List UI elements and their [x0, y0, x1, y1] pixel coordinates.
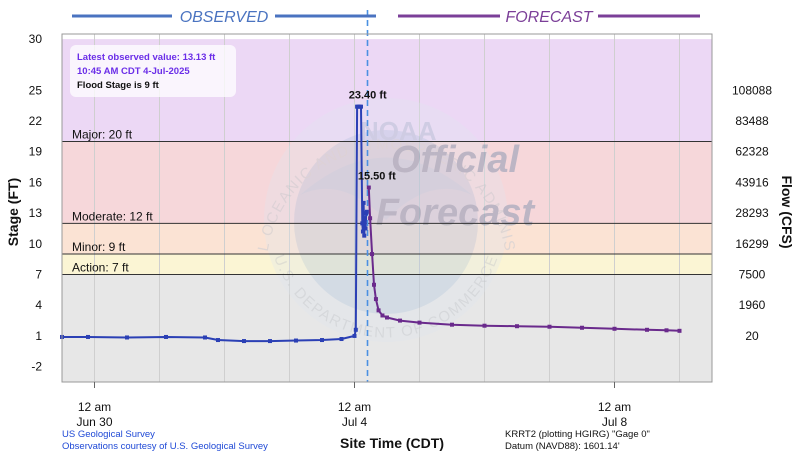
stage-tick-label: 1 [35, 329, 42, 343]
series-point-observed [242, 339, 246, 344]
series-point-observed [125, 335, 129, 340]
y2-axis-label: Flow (CFS) [779, 175, 795, 248]
series-point-observed [364, 209, 369, 214]
series-point-observed [363, 226, 368, 231]
usgs-credit-link[interactable]: Observations courtesy of U.S. Geological… [62, 441, 268, 452]
flow-tick-label: 20 [745, 329, 759, 343]
series-point-observed [294, 338, 298, 343]
peak-annotation-label: 23.40 ft [349, 90, 387, 102]
flow-axis-ticks: 20 1960 7500 16299 28293 43916 62328 83488 10808… [732, 83, 772, 343]
band-moderate [62, 223, 712, 255]
observed-forecast-header: OBSERVED FORECAST [72, 9, 700, 26]
series-point-forecast [368, 216, 373, 221]
stage-tick-label: 10 [29, 237, 43, 251]
datum-note: Datum (NAVD88): 1601.14' [505, 441, 620, 452]
time-tick-label-date: Jul 4 [342, 415, 368, 429]
y-axis-label: Stage (FT) [5, 178, 21, 246]
series-point-observed [352, 333, 357, 338]
info-box-background [70, 45, 236, 97]
series-point-forecast [376, 308, 381, 313]
series-point-forecast [482, 323, 487, 328]
flow-tick-label: 83488 [735, 114, 769, 128]
flow-tick-label: 43916 [735, 175, 769, 189]
series-point-forecast [677, 328, 682, 333]
flow-tick-label: 16299 [735, 237, 769, 251]
flow-tick-label: 28293 [735, 206, 769, 220]
peak-annotation-label: 15.50 ft [358, 171, 396, 183]
series-point-forecast [450, 322, 454, 327]
series-point-observed [362, 233, 367, 238]
series-point-forecast [580, 325, 584, 330]
x-axis-label: Site Time (CDT) [340, 435, 444, 451]
series-point-observed [164, 334, 168, 339]
flow-tick-label: 1960 [739, 298, 766, 312]
latest-value-box: Latest observed value: 13.13 ft 10:45 AM… [70, 45, 236, 97]
series-point-forecast [645, 327, 649, 332]
series-point-observed [353, 327, 358, 332]
threshold-label: Moderate: 12 ft [72, 209, 153, 223]
stage-axis-ticks: -2 1 4 7 10 13 16 19 22 25 30 [29, 32, 43, 374]
gauge-id-note: KRRT2 (plotting HGIRG) "Gage 0" [505, 429, 650, 440]
series-point-forecast [515, 324, 519, 329]
stage-tick-label: 13 [29, 206, 43, 220]
stage-tick-label: 30 [29, 32, 43, 46]
stage-tick-label: 16 [29, 175, 43, 189]
latest-observed-time: 10:45 AM CDT 4-Jul-2025 [77, 66, 190, 77]
series-point-forecast [380, 313, 385, 318]
data-series [60, 104, 682, 344]
series-point-forecast [385, 315, 389, 320]
series-point-forecast [612, 326, 617, 331]
flood-stage-note: Flood Stage is 9 ft [77, 80, 160, 91]
flow-tick-label: 62328 [735, 145, 769, 159]
flood-thresholds: Major: 20 ft Moderate: 12 ft Minor: 9 ft Ac… [62, 127, 712, 276]
peak-annotations: 23.40 ft 15.50 ft [349, 90, 396, 183]
stage-tick-label: 25 [29, 83, 43, 97]
time-tick-label-date: Jul 8 [602, 415, 628, 429]
series-point-observed [361, 200, 366, 205]
series-point-observed [320, 338, 324, 343]
series-point-forecast [417, 320, 422, 325]
series-point-observed [86, 334, 90, 339]
threshold-label: Major: 20 ft [72, 127, 133, 141]
series-point-observed [360, 221, 365, 226]
watermark-forecast: Forecast [376, 192, 536, 234]
series-point-forecast [373, 297, 378, 302]
latest-observed-value: Latest observed value: 13.13 ft [77, 52, 216, 63]
stage-tick-label: 7 [35, 268, 42, 282]
time-tick-label-time: 12 am [338, 400, 371, 414]
series-point-forecast [664, 328, 669, 333]
stage-tick-label: 22 [29, 114, 43, 128]
time-tick-label-time: 12 am [78, 400, 111, 414]
stage-tick-label: -2 [31, 360, 42, 374]
series-point-forecast [398, 318, 402, 323]
series-point-forecast [372, 282, 376, 287]
flow-tick-label: 7500 [739, 268, 766, 282]
series-point-observed [360, 229, 365, 234]
series-point-forecast [547, 324, 552, 329]
series-point-observed [268, 339, 272, 344]
watermark-official: Official [391, 139, 521, 181]
observed-header-label: OBSERVED [180, 9, 269, 26]
series-point-forecast [366, 185, 371, 190]
plot-frame [61, 33, 713, 383]
time-tick-label-time: 12 am [598, 400, 631, 414]
series-point-observed [216, 338, 220, 343]
flow-tick-label: 108088 [732, 83, 772, 97]
series-point-observed [339, 337, 344, 342]
series-point-observed [359, 104, 363, 109]
forecast-header-label: FORECAST [505, 9, 593, 26]
series-point-observed [362, 216, 367, 221]
threshold-label: Minor: 9 ft [72, 240, 126, 254]
stage-tick-label: 19 [29, 145, 43, 159]
band-major [62, 141, 712, 224]
series-point-observed [203, 335, 207, 340]
series-point-forecast [370, 252, 375, 257]
threshold-label: Action: 7 ft [72, 261, 129, 275]
time-tick-label-date: Jun 30 [76, 415, 112, 429]
stage-tick-label: 4 [35, 298, 42, 312]
usgs-link[interactable]: US Geological Survey [62, 429, 155, 440]
